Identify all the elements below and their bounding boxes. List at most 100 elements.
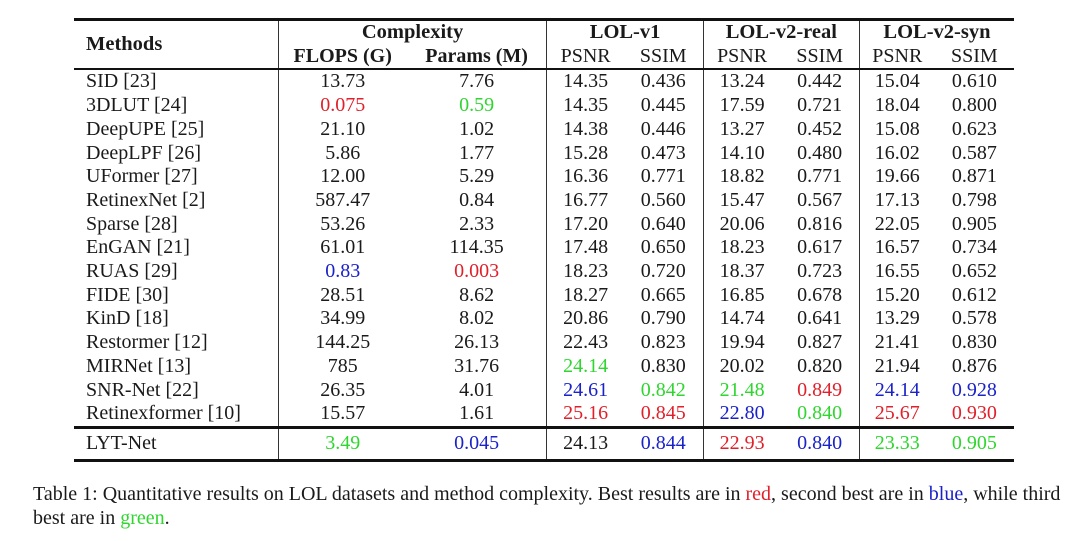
- cell-ssim-lol-v2-syn: 0.930: [951, 402, 997, 425]
- cell-psnr-lol-v2-real: 18.23: [702, 236, 781, 261]
- cell-psnr-lol-v1: 15.28: [546, 141, 624, 166]
- table-row: SID [23] 13.73 7.76 14.35 0.436 13.24 0.442 15.…: [74, 69, 1014, 95]
- cell-params: 0.003: [454, 260, 500, 283]
- caption-text-4: .: [164, 507, 170, 529]
- table-row: Retinexformer [10] 15.57 1.61 25.16 0.845 22.…: [74, 402, 1014, 428]
- cell-flops: 26.35: [277, 378, 407, 403]
- cell-psnr-lol-v2-syn: 16.57: [858, 236, 935, 261]
- caption-red-word: red: [745, 483, 772, 505]
- cell-ssim-lol-v2-real: 0.641: [797, 307, 843, 330]
- header-group-lol-v2-syn: LOL-v2-syn: [858, 19, 1014, 45]
- method-name: SNR-Net [22]: [86, 378, 199, 401]
- table-row: DeepLPF [26] 5.86 1.77 15.28 0.473 14.10 0.480…: [74, 141, 1014, 166]
- cell-ssim-lol-v2-syn: 0.871: [951, 165, 997, 188]
- cell-psnr-lol-v1: 17.48: [546, 236, 624, 261]
- cell-ssim-lol-v1: 0.844: [640, 431, 686, 454]
- cell-flops: 15.57: [277, 402, 407, 428]
- cell-psnr-lol-v2-real: 15.47: [702, 188, 781, 213]
- header-psnr-lol-v2-syn: PSNR: [858, 44, 935, 70]
- cell-ssim-lol-v2-syn: 0.587: [951, 141, 997, 164]
- cell-psnr-lol-v2-syn: 25.67: [858, 402, 935, 428]
- cell-ssim-lol-v2-syn: 0.830: [951, 331, 997, 354]
- cell-params: 1.02: [459, 117, 495, 140]
- header-group-lol-v1: LOL-v1: [546, 19, 704, 45]
- cell-ssim-lol-v2-real: 0.480: [797, 141, 843, 164]
- cell-params: 2.33: [459, 212, 495, 235]
- cell-params: 26.13: [454, 331, 500, 354]
- results-table: Methods Complexity LOL-v1 LOL-v2-real LO…: [74, 18, 1014, 462]
- table-row-lyt-net: LYT-Net 3.49 0.045 24.13 0.844 22.93 0.840 23.3…: [74, 427, 1014, 461]
- cell-params: 1.77: [459, 141, 495, 164]
- cell-ssim-lol-v2-real: 0.820: [797, 354, 843, 377]
- cell-params: 0.59: [459, 94, 495, 117]
- cell-ssim-lol-v2-syn: 0.905: [951, 431, 997, 454]
- cell-psnr-lol-v2-real: 13.24: [702, 69, 781, 95]
- cell-psnr-lol-v2-syn: 19.66: [858, 165, 935, 189]
- cell-psnr-lol-v1: 14.35: [546, 69, 624, 95]
- cell-ssim-lol-v2-real: 0.849: [797, 378, 843, 401]
- method-name: RUAS [29]: [86, 260, 178, 283]
- method-name: 3DLUT [24]: [86, 94, 188, 117]
- cell-ssim-lol-v2-syn: 0.623: [951, 117, 997, 140]
- table-row: SNR-Net [22] 26.35 4.01 24.61 0.842 21.48 0.84…: [74, 378, 1014, 403]
- cell-psnr-lol-v2-syn: 15.04: [858, 69, 935, 95]
- cell-ssim-lol-v1: 0.473: [640, 141, 686, 164]
- cell-params: 31.76: [454, 354, 500, 377]
- cell-ssim-lol-v2-real: 0.723: [797, 260, 843, 283]
- cell-ssim-lol-v1: 0.665: [640, 283, 686, 306]
- cell-flops: 144.25: [277, 331, 407, 355]
- cell-ssim-lol-v2-real: 0.442: [797, 70, 843, 93]
- caption-green-word: green: [120, 507, 165, 529]
- method-name: Restormer [12]: [86, 331, 208, 354]
- cell-flops: 587.47: [277, 188, 407, 213]
- cell-psnr-lol-v2-syn: 21.41: [858, 331, 935, 355]
- cell-ssim-lol-v2-real: 0.771: [797, 165, 843, 188]
- cell-ssim-lol-v2-real: 0.567: [797, 188, 843, 211]
- table-row: MIRNet [13] 785 31.76 24.14 0.830 20.02 0.820 2…: [74, 354, 1014, 379]
- cell-ssim-lol-v2-syn: 0.578: [951, 307, 997, 330]
- method-name: MIRNet [13]: [86, 354, 191, 377]
- cell-flops: 61.01: [277, 236, 407, 261]
- cell-flops: 53.26: [277, 212, 407, 237]
- caption-text-2: , second best are in: [771, 483, 929, 505]
- cell-ssim-lol-v2-syn: 0.798: [951, 188, 997, 211]
- cell-ssim-lol-v1: 0.560: [640, 188, 686, 211]
- header-ssim-lol-v2-syn: SSIM: [950, 44, 998, 67]
- cell-psnr-lol-v2-real: 16.85: [702, 283, 781, 308]
- caption-text-3: , while third best are in: [33, 483, 1061, 529]
- cell-psnr-lol-v2-real: 22.93: [702, 427, 781, 461]
- cell-params: 0.84: [459, 188, 495, 211]
- cell-flops: 0.83: [277, 260, 407, 284]
- cell-ssim-lol-v2-real: 0.617: [797, 236, 843, 259]
- cell-psnr-lol-v2-syn: 21.94: [858, 354, 935, 379]
- table-row: RUAS [29] 0.83 0.003 18.23 0.720 18.37 0.723 16…: [74, 260, 1014, 284]
- cell-psnr-lol-v1: 17.20: [546, 212, 624, 237]
- table-row: UFormer [27] 12.00 5.29 16.36 0.771 18.82 0.77…: [74, 165, 1014, 189]
- header-row-groups: Methods Complexity LOL-v1 LOL-v2-real LO…: [74, 19, 1014, 71]
- cell-ssim-lol-v1: 0.445: [640, 94, 686, 117]
- cell-flops: 12.00: [277, 165, 407, 189]
- cell-flops: 785: [277, 354, 407, 379]
- cell-psnr-lol-v2-real: 14.74: [702, 307, 781, 332]
- table-row: EnGAN [21] 61.01 114.35 17.48 0.650 18.23 0.61…: [74, 236, 1014, 261]
- cell-psnr-lol-v2-real: 21.48: [702, 378, 781, 403]
- cell-ssim-lol-v2-real: 0.840: [797, 431, 843, 454]
- cell-flops: 34.99: [277, 307, 407, 332]
- table-row: FIDE [30] 28.51 8.62 18.27 0.665 16.85 0.678 15…: [74, 283, 1014, 308]
- cell-psnr-lol-v1: 22.43: [546, 331, 624, 355]
- cell-psnr-lol-v2-real: 22.80: [702, 402, 781, 428]
- table-row: Sparse [28] 53.26 2.33 17.20 0.640 20.06 0.816…: [74, 212, 1014, 237]
- method-name: EnGAN [21]: [86, 236, 190, 259]
- cell-psnr-lol-v2-syn: 13.29: [858, 307, 935, 332]
- cell-params: 5.29: [459, 165, 495, 188]
- cell-ssim-lol-v2-syn: 0.652: [951, 260, 997, 283]
- cell-ssim-lol-v2-syn: 0.905: [951, 212, 997, 235]
- cell-ssim-lol-v2-real: 0.678: [797, 283, 843, 306]
- cell-psnr-lol-v2-syn: 18.04: [858, 94, 935, 118]
- cell-ssim-lol-v2-syn: 0.928: [951, 378, 997, 401]
- cell-psnr-lol-v2-syn: 16.55: [858, 260, 935, 284]
- cell-ssim-lol-v2-syn: 0.612: [951, 283, 997, 306]
- cell-flops: 3.49: [277, 427, 407, 461]
- cell-ssim-lol-v2-syn: 0.734: [951, 236, 997, 259]
- table-caption: Table 1: Quantitative results on LOL dat…: [33, 482, 1063, 530]
